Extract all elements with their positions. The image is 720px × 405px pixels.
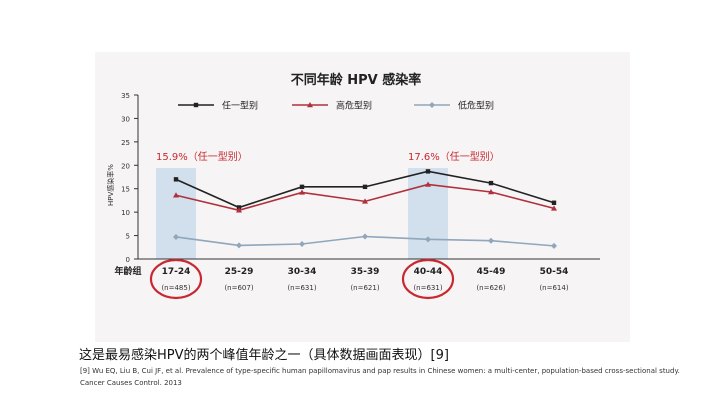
sample-size-label: (n=621) (350, 284, 379, 292)
data-point (362, 233, 368, 240)
x-tick-label: 40-44 (414, 267, 443, 277)
chart-title: 不同年龄 HPV 感染率 (291, 72, 422, 88)
x-tick-label: 17-24 (162, 267, 191, 277)
data-point (551, 200, 557, 205)
peak-label: 17.6%（任一型别） (408, 150, 500, 163)
data-point (173, 233, 179, 240)
data-point (425, 181, 431, 187)
data-point (299, 189, 305, 195)
data-point (425, 236, 431, 243)
text-layer: 不同年龄 HPV 感染率 0 5 10 15 20 25 30 35 HPV感染率% 年龄组 17-2… (106, 72, 569, 300)
y-tick-label: 30 (121, 115, 130, 123)
peak-circle-annotation (401, 258, 455, 300)
reference-citation: [9] Wu EQ, Liu B, Cui JF, et al. Prevale… (80, 367, 680, 387)
axis-layer (134, 94, 600, 260)
sample-size-label: (n=614) (539, 284, 568, 292)
data-point (173, 192, 179, 198)
x-tick-label: 30-34 (288, 267, 317, 277)
sample-size-label: (n=626) (476, 284, 505, 292)
data-point (425, 169, 431, 174)
y-tick-label: 25 (121, 139, 130, 147)
data-point (551, 205, 557, 211)
y-tick-label: 10 (121, 209, 130, 217)
data-point (362, 184, 368, 190)
data-point (429, 102, 435, 108)
data-point (173, 177, 179, 182)
legend-label: 高危型别 (336, 100, 372, 112)
legend-label: 低危型别 (458, 100, 494, 112)
x-tick-label: 25-29 (225, 267, 254, 277)
sample-size-label: (n=631) (413, 284, 442, 292)
y-tick-label: 0 (126, 256, 130, 264)
y-tick-label: 20 (121, 162, 130, 170)
slide-caption: 这是最易感染HPV的两个峰值年龄之一（具体数据画面表现）[9] (79, 348, 449, 363)
x-axis-label: 年龄组 (114, 265, 141, 277)
data-point (299, 241, 305, 248)
data-point (236, 207, 242, 213)
y-tick-label: 15 (121, 186, 130, 194)
y-tick-label: 5 (126, 233, 130, 241)
data-point (299, 184, 305, 190)
y-tick-label: 35 (121, 92, 130, 100)
peak-label: 15.9%（任一型别） (156, 150, 248, 163)
y-axis-label: HPV感染率% (106, 164, 115, 206)
peak-circle-annotation (149, 258, 203, 300)
series-layer (173, 169, 557, 249)
x-tick-label: 35-39 (351, 267, 380, 277)
sample-size-label: (n=631) (287, 284, 316, 292)
data-point (362, 198, 368, 204)
data-point (488, 188, 494, 195)
sample-size-label: (n=607) (224, 284, 253, 292)
legend-label: 任一型别 (222, 100, 258, 112)
data-point (488, 237, 494, 244)
sample-size-label: (n=485) (161, 284, 190, 292)
data-point (551, 242, 557, 249)
x-tick-label: 45-49 (477, 267, 506, 277)
data-point (236, 242, 242, 249)
data-point (193, 102, 199, 108)
data-point (307, 102, 313, 108)
peak-highlight-band-0 (156, 168, 196, 259)
data-point (488, 180, 494, 186)
x-tick-label: 50-54 (540, 267, 569, 277)
